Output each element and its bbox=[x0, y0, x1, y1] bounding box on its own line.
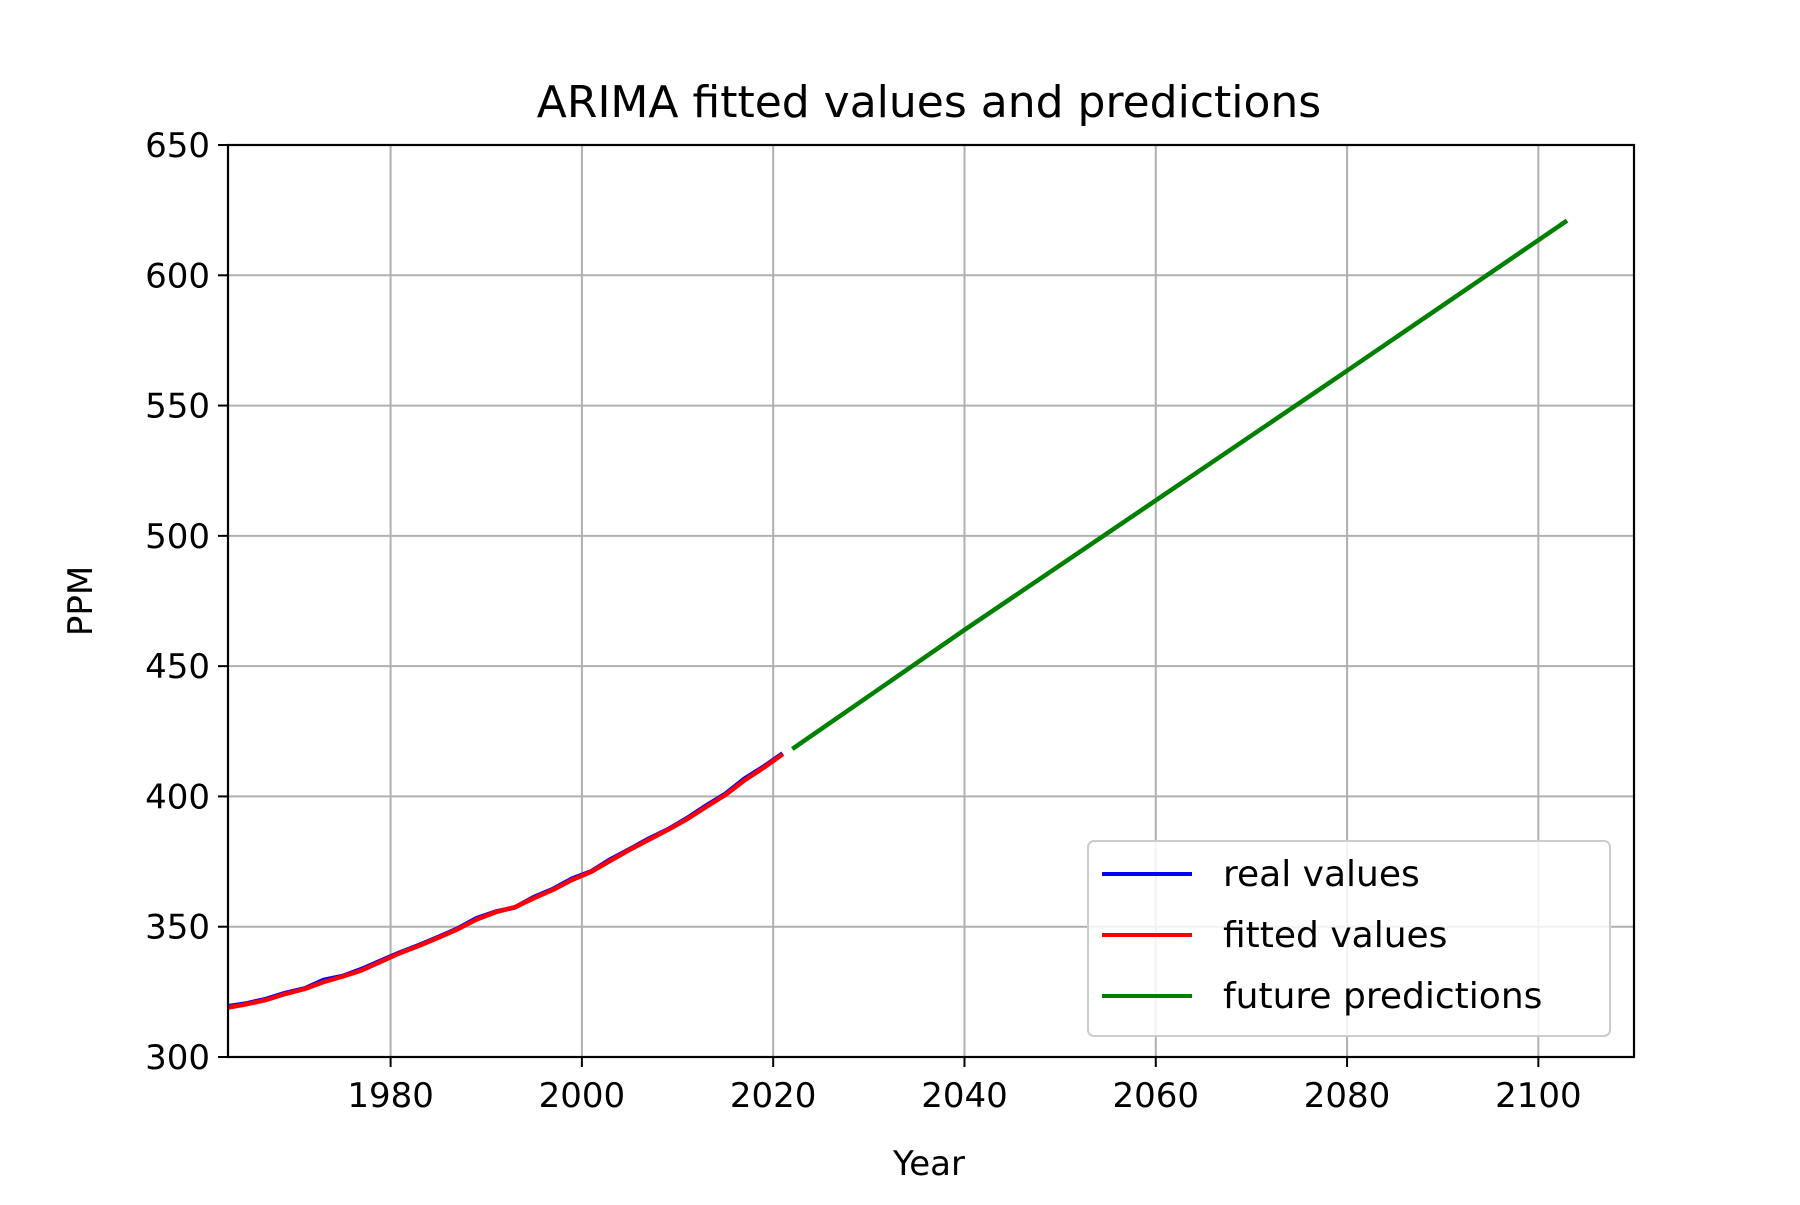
legend-label-real-values: real values bbox=[1223, 854, 1420, 895]
x-tick-label: 2000 bbox=[539, 1076, 626, 1116]
x-tick-label: 1980 bbox=[347, 1076, 434, 1116]
y-axis-label: PPM bbox=[61, 566, 101, 636]
legend: real values fitted values future predict… bbox=[1087, 840, 1611, 1037]
series-line-real-values bbox=[227, 751, 784, 1009]
y-tick-label: 450 bbox=[145, 647, 210, 687]
series-lines bbox=[227, 218, 1569, 1010]
legend-label-fitted-values: fitted values bbox=[1223, 915, 1447, 956]
y-tick-label: 500 bbox=[145, 517, 210, 557]
x-tick-label: 2060 bbox=[1113, 1076, 1200, 1116]
y-tick-label: 300 bbox=[145, 1038, 210, 1078]
grid bbox=[228, 144, 1634, 1058]
y-tick-label: 600 bbox=[145, 256, 210, 296]
x-tick-label: 2080 bbox=[1304, 1076, 1391, 1116]
x-tick-label: 2100 bbox=[1495, 1076, 1582, 1116]
axis-ticks: 1980 2000 2020 2040 2060 2080 2100 300 350 400 450… bbox=[145, 126, 1582, 1116]
legend-box bbox=[1087, 840, 1611, 1037]
legend-label-future-predictions: future predictions bbox=[1223, 976, 1542, 1017]
series-line-future-predictions bbox=[791, 218, 1569, 751]
y-tick-label: 550 bbox=[145, 387, 210, 427]
y-tick-label: 350 bbox=[145, 908, 210, 948]
x-tick-label: 2040 bbox=[921, 1076, 1008, 1116]
y-tick-label: 400 bbox=[145, 777, 210, 817]
plot-area-frame bbox=[226, 143, 1636, 1059]
series-line-fitted-values bbox=[227, 752, 785, 1010]
x-axis-label: Year bbox=[892, 1144, 965, 1184]
y-tick-label: 650 bbox=[145, 126, 210, 166]
chart-title: ARIMA fitted values and predictions bbox=[537, 77, 1321, 128]
x-tick-label: 2020 bbox=[730, 1076, 817, 1116]
